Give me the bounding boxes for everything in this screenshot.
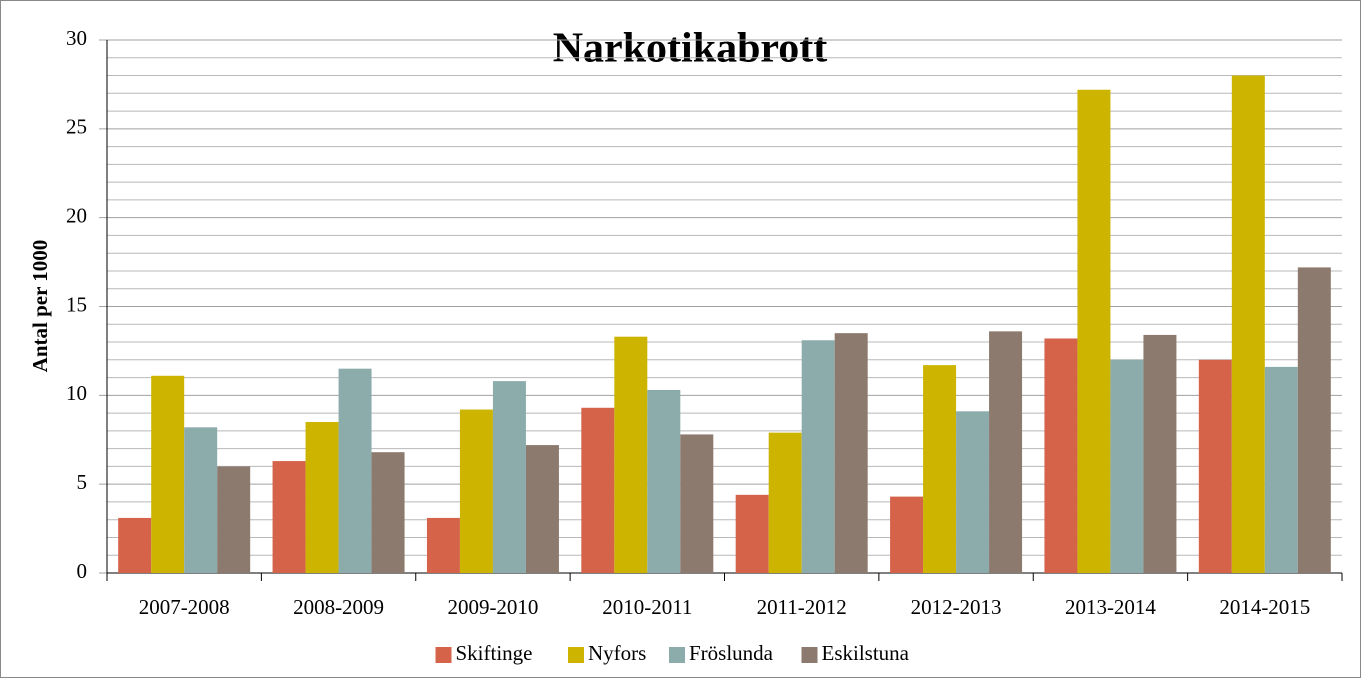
- legend-label: Skiftinge: [456, 641, 533, 665]
- legend-label: Fröslunda: [689, 641, 774, 665]
- legend-swatch: [568, 647, 584, 663]
- bar: [305, 421, 339, 573]
- y-tick-label: 15: [66, 292, 87, 316]
- legend-swatch: [435, 647, 452, 663]
- bar: [217, 466, 251, 573]
- x-tick-label: 2014-2015: [1219, 595, 1310, 619]
- bar: [768, 432, 802, 573]
- y-tick-label: 10: [66, 381, 87, 405]
- bar: [1231, 75, 1265, 574]
- bar: [492, 381, 526, 573]
- bar: [1198, 359, 1232, 573]
- bar: [426, 517, 460, 573]
- x-tick-label: 2010-2011: [602, 595, 692, 619]
- legend-swatch: [669, 647, 685, 663]
- bar: [118, 517, 152, 573]
- bar: [1044, 338, 1078, 573]
- bar: [989, 331, 1023, 573]
- bar: [1143, 334, 1177, 573]
- x-tick-label: 2007-2008: [139, 595, 230, 619]
- bar: [338, 368, 372, 573]
- bar: [371, 452, 405, 573]
- bar: [923, 365, 957, 573]
- y-tick-label: 30: [66, 26, 87, 50]
- x-tick-label: 2009-2010: [447, 595, 538, 619]
- legend-swatch: [801, 647, 818, 663]
- x-tick-label: 2011-2012: [757, 595, 847, 619]
- bar: [272, 461, 306, 573]
- bar: [647, 390, 681, 573]
- legend-label: Nyfors: [588, 641, 646, 665]
- y-tick-label: 25: [66, 115, 87, 139]
- bar: [1264, 366, 1298, 573]
- x-tick-label: 2013-2014: [1065, 595, 1156, 619]
- x-tick-label: 2012-2013: [911, 595, 1002, 619]
- bar: [459, 409, 493, 573]
- bar: [1110, 359, 1144, 573]
- bar: [834, 333, 868, 573]
- y-tick-label: 0: [77, 559, 88, 583]
- bar: [581, 407, 615, 573]
- bar: [735, 494, 769, 573]
- chart-title: Narkotikabrott: [553, 26, 828, 72]
- bar: [890, 496, 924, 573]
- bar: [151, 375, 185, 573]
- y-tick-label: 20: [66, 203, 87, 227]
- y-tick-label: 5: [77, 470, 88, 494]
- bar: [614, 336, 648, 573]
- bar: [680, 434, 714, 573]
- bar: [956, 411, 990, 573]
- bar: [801, 340, 835, 573]
- legend-label: Eskilstuna: [822, 641, 910, 665]
- y-axis-label: Antal per 1000: [28, 240, 52, 373]
- bar: [1297, 267, 1331, 573]
- bar: [525, 445, 559, 573]
- bar: [184, 427, 218, 573]
- x-tick-label: 2008-2009: [293, 595, 384, 619]
- bar: [1077, 89, 1111, 573]
